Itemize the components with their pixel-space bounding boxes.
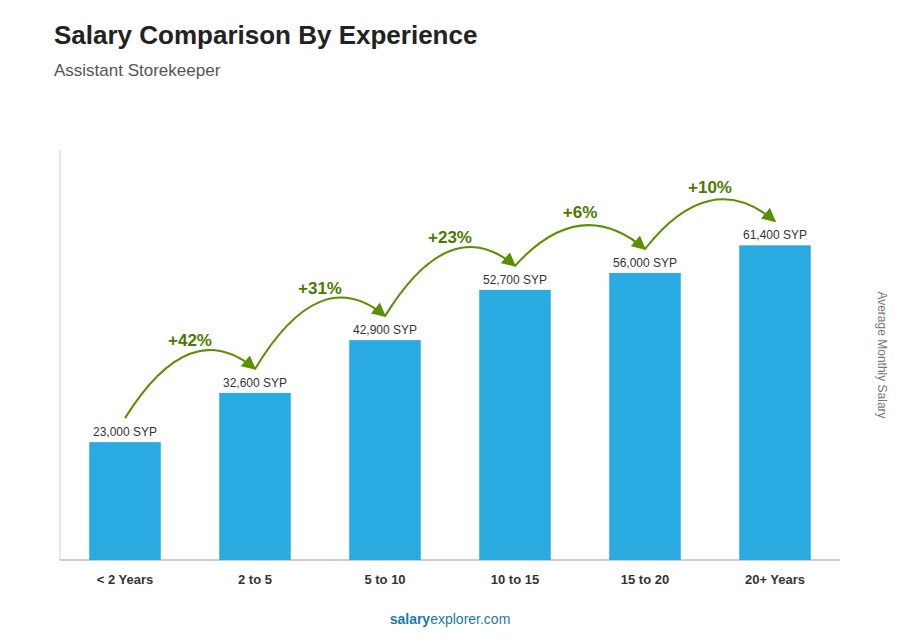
change-annotation: +6% <box>563 203 598 222</box>
data-label: 52,700 SYP <box>483 273 547 287</box>
watermark-part: salary <box>390 611 431 627</box>
data-label: 42,900 SYP <box>353 323 417 337</box>
x-axis-line <box>60 560 840 561</box>
bar <box>479 290 551 560</box>
change-arrow <box>645 199 775 249</box>
change-arrow <box>385 247 515 316</box>
x-tick-label: 15 to 20 <box>621 572 669 587</box>
bar <box>349 340 421 560</box>
change-annotation: +23% <box>428 228 472 247</box>
bar <box>219 393 291 560</box>
change-arrow <box>515 225 645 266</box>
bar <box>609 273 681 560</box>
change-arrow <box>125 350 255 418</box>
data-label: 23,000 SYP <box>93 425 157 439</box>
watermark: salaryexplorer.com <box>390 611 511 627</box>
bars <box>89 245 811 560</box>
subtitle: Assistant Storekeeper <box>54 61 221 80</box>
x-tick-label: < 2 Years <box>97 572 154 587</box>
change-arrow <box>255 298 385 369</box>
x-tick-label: 20+ Years <box>745 572 805 587</box>
x-tick-label: 10 to 15 <box>491 572 539 587</box>
x-tick-label: 5 to 10 <box>364 572 405 587</box>
title: Salary Comparison By Experience <box>54 20 477 50</box>
chart-svg: Salary Comparison By Experience Assistant… <box>0 0 900 641</box>
watermark-part: explorer.com <box>430 611 510 627</box>
y-axis-label: Average Monthly Salary <box>875 291 889 418</box>
change-annotation: +31% <box>298 279 342 298</box>
change-annotation: +10% <box>688 178 732 197</box>
bar <box>89 442 161 560</box>
data-label: 32,600 SYP <box>223 376 287 390</box>
y-axis-line <box>60 150 61 560</box>
change-annotation: +42% <box>168 331 212 350</box>
chart-container: Salary Comparison By Experience Assistant… <box>0 0 900 641</box>
data-label: 56,000 SYP <box>613 256 677 270</box>
bar <box>739 245 811 560</box>
x-tick-label: 2 to 5 <box>238 572 272 587</box>
data-label: 61,400 SYP <box>743 228 807 242</box>
